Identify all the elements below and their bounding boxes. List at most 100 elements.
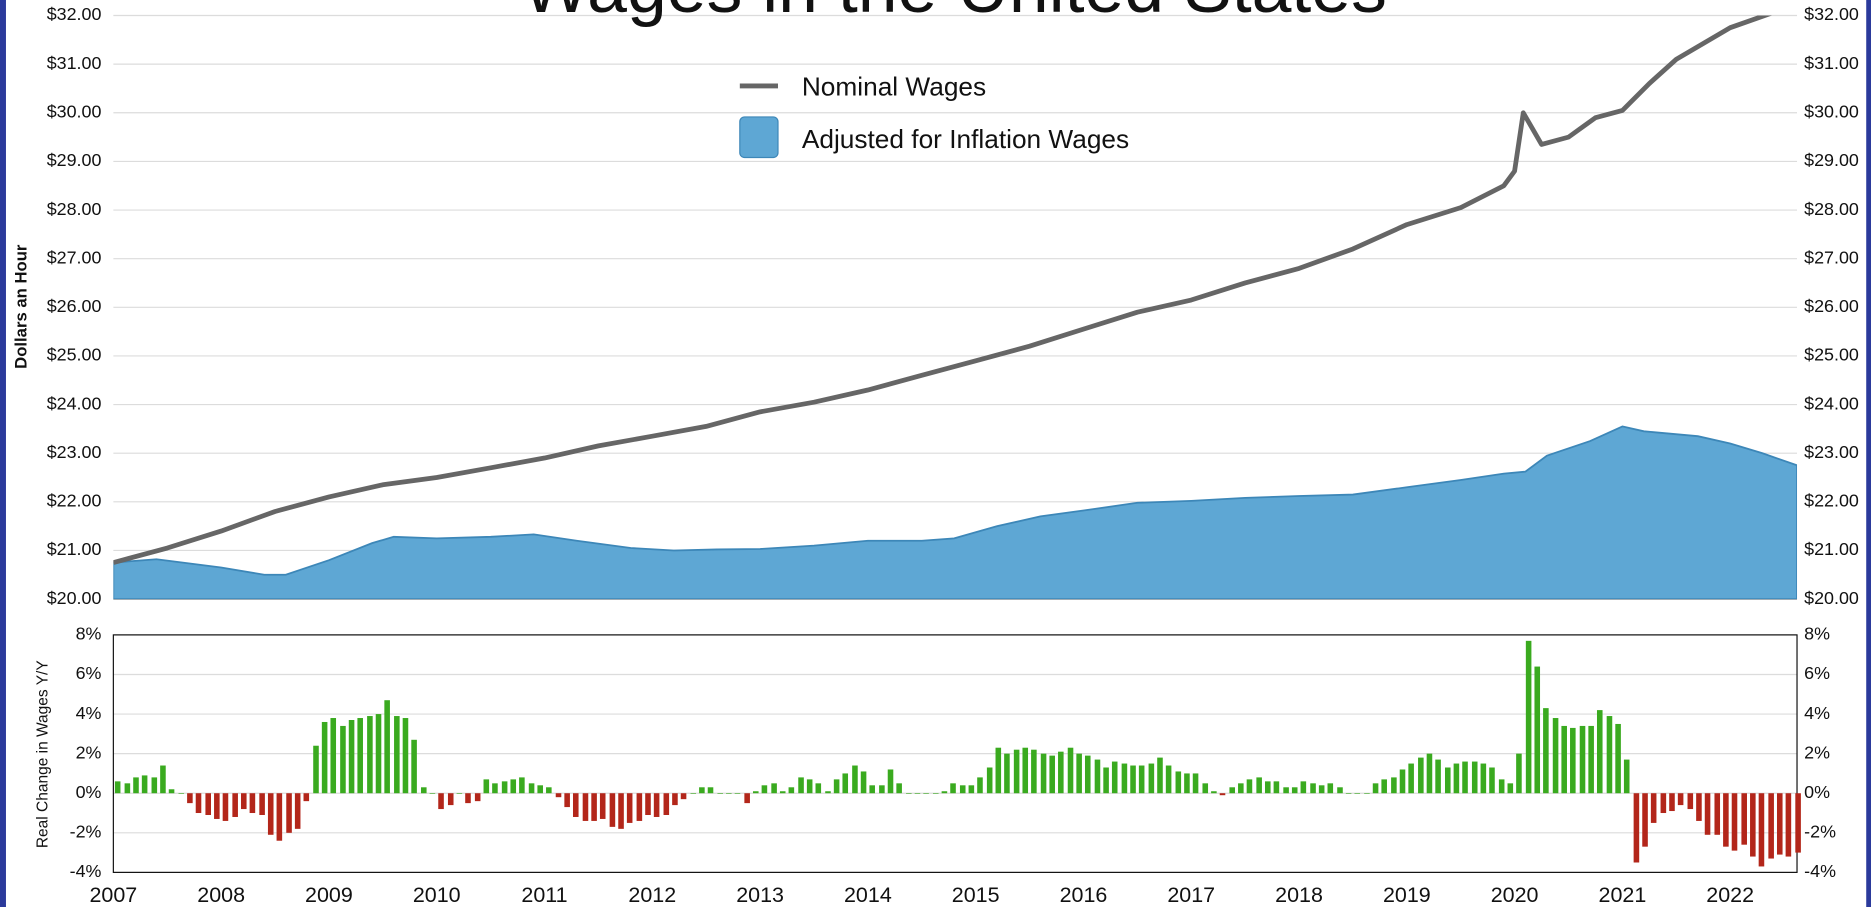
bar — [537, 785, 543, 794]
bar — [1768, 793, 1774, 859]
bar — [771, 783, 777, 794]
x-tick-label: 2013 — [736, 883, 784, 907]
bar — [267, 793, 274, 835]
y-tick-label: $32.00 — [1804, 4, 1859, 24]
bar — [1318, 785, 1325, 794]
frame-edge — [0, 0, 6, 907]
bar — [303, 793, 310, 802]
bar — [313, 745, 319, 794]
bar — [195, 793, 202, 814]
x-tick-label: 2022 — [1706, 883, 1754, 907]
bar — [1337, 787, 1343, 794]
bar — [465, 793, 471, 804]
y-tick-label: 8% — [1804, 624, 1830, 644]
bar — [1040, 753, 1047, 794]
bar — [995, 747, 1002, 794]
bar — [1138, 765, 1145, 794]
bar — [160, 765, 166, 794]
bar — [1049, 755, 1055, 794]
bar — [483, 779, 490, 794]
bar — [1103, 767, 1109, 794]
bar — [1704, 793, 1711, 835]
bar — [1345, 793, 1352, 794]
bar — [151, 777, 158, 794]
bar — [1418, 757, 1424, 794]
bar — [1175, 771, 1182, 794]
bar — [1633, 793, 1640, 863]
bar — [456, 793, 463, 794]
x-tick-label: 2018 — [1275, 883, 1323, 907]
bar — [519, 777, 525, 794]
bar — [259, 793, 265, 815]
bar — [1372, 783, 1379, 794]
y-tick-label: 0% — [1804, 782, 1830, 802]
bar — [114, 781, 121, 794]
bar — [798, 777, 804, 794]
bar — [977, 777, 983, 794]
bar — [222, 793, 229, 821]
y-tick-label: $26.00 — [47, 296, 102, 316]
bar — [1310, 783, 1316, 794]
bar — [564, 793, 570, 808]
bar — [1408, 763, 1414, 794]
bar — [429, 793, 436, 794]
y-tick-label: -2% — [70, 822, 102, 842]
bar — [474, 793, 481, 802]
bar — [1300, 781, 1307, 794]
bar — [1489, 767, 1495, 794]
bar — [582, 793, 589, 821]
plot-frame — [112, 634, 1798, 873]
y-tick-label: $23.00 — [1804, 442, 1859, 462]
bar — [402, 718, 409, 794]
bar — [1660, 793, 1667, 814]
y-tick-label: $30.00 — [47, 101, 102, 121]
bar — [1076, 753, 1082, 794]
y-tick-label: 8% — [76, 624, 102, 644]
bar — [663, 793, 670, 815]
y-tick-label: $32.00 — [47, 4, 102, 24]
marks — [113, 15, 1801, 867]
bar — [645, 793, 651, 815]
x-tick-label: 2016 — [1060, 883, 1108, 907]
area — [113, 425, 1798, 600]
bar — [1031, 749, 1037, 794]
bar — [1758, 793, 1765, 867]
bar — [1399, 769, 1406, 794]
bar — [933, 793, 939, 794]
bar — [959, 785, 966, 794]
bar — [348, 720, 355, 794]
x-tick-label: 2014 — [844, 883, 892, 907]
bar — [879, 785, 885, 794]
y-tick-label: -2% — [1804, 822, 1836, 842]
bar — [124, 783, 131, 794]
bar — [1264, 781, 1271, 794]
bar — [761, 785, 768, 794]
bar — [205, 793, 211, 815]
bar — [528, 783, 535, 794]
bar — [501, 781, 508, 794]
bar — [546, 787, 552, 794]
y-tick-label: 4% — [76, 703, 102, 723]
y-tick-label: 2% — [1804, 742, 1830, 762]
y-tick-label: 6% — [76, 663, 102, 683]
y-tick-label: $21.00 — [47, 539, 102, 559]
bar — [1165, 765, 1172, 794]
y-tick-label: $27.00 — [1804, 247, 1859, 267]
y-tick-label: $29.00 — [1804, 150, 1859, 170]
bar — [1148, 763, 1155, 794]
y-axis-title: Dollars an Hour — [11, 244, 30, 369]
x-tick-label: 2015 — [952, 883, 1000, 907]
bar — [788, 787, 795, 794]
bar — [1650, 793, 1657, 823]
bar — [653, 793, 660, 817]
x-tick-label: 2012 — [628, 883, 676, 907]
frame-edge — [1866, 0, 1871, 907]
bar — [510, 779, 517, 794]
x-tick-label: 2007 — [89, 883, 137, 907]
bar — [340, 725, 346, 794]
bar — [1184, 773, 1190, 794]
bar — [833, 779, 840, 794]
bar — [717, 793, 723, 794]
y-tick-label: 6% — [1804, 663, 1830, 683]
